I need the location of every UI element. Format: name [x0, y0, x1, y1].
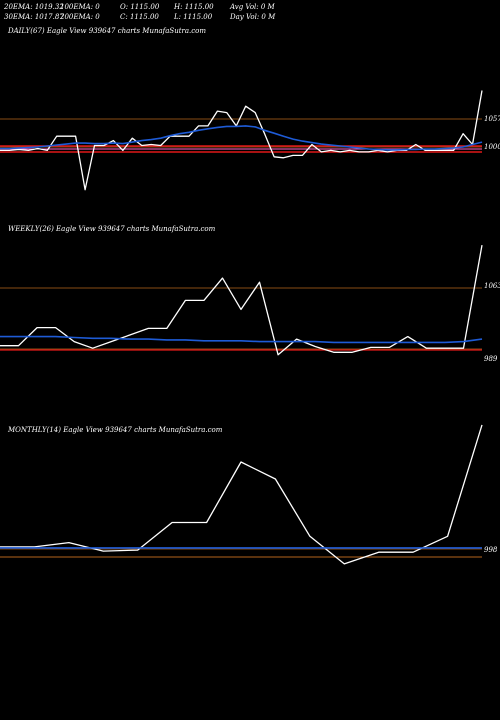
- monthly-price-line: [0, 424, 483, 565]
- weekly-y-label-1: 989: [484, 355, 498, 363]
- monthly-panel-title: MONTHLY(14) Eagle View 939647 charts Mun…: [8, 426, 223, 434]
- weekly-panel-title: WEEKLY(26) Eagle View 939647 charts Muna…: [8, 225, 216, 233]
- open-value: O: 1115.00: [120, 3, 160, 11]
- low-value: L: 1115.00: [174, 13, 213, 21]
- avg-vol-value: Avg Vol: 0 M: [230, 3, 275, 11]
- ema200-value: 200EMA: 0: [60, 13, 100, 21]
- daily-price-line: [0, 90, 483, 191]
- daily-y-label-0: 1057: [484, 115, 500, 123]
- high-value: H: 1115.00: [174, 3, 214, 11]
- daily-panel-title: DAILY(67) Eagle View 939647 charts Munaf…: [8, 27, 207, 35]
- weekly-price-line: [0, 244, 483, 356]
- close-value: C: 1115.00: [120, 13, 159, 21]
- monthly-y-label-0: 998: [484, 546, 498, 554]
- ema100-value: 100EMA: 0: [60, 3, 100, 11]
- weekly-y-label-0: 1063: [484, 282, 500, 290]
- daily-ema-line: [0, 125, 483, 151]
- ema20-value: 20EMA: 1019.32: [4, 3, 64, 11]
- daily-y-label-1: 1000: [484, 143, 500, 151]
- day-vol-value: Day Vol: 0 M: [230, 13, 276, 21]
- weekly-ema-line: [0, 335, 483, 344]
- ema30-value: 30EMA: 1017.87: [4, 13, 64, 21]
